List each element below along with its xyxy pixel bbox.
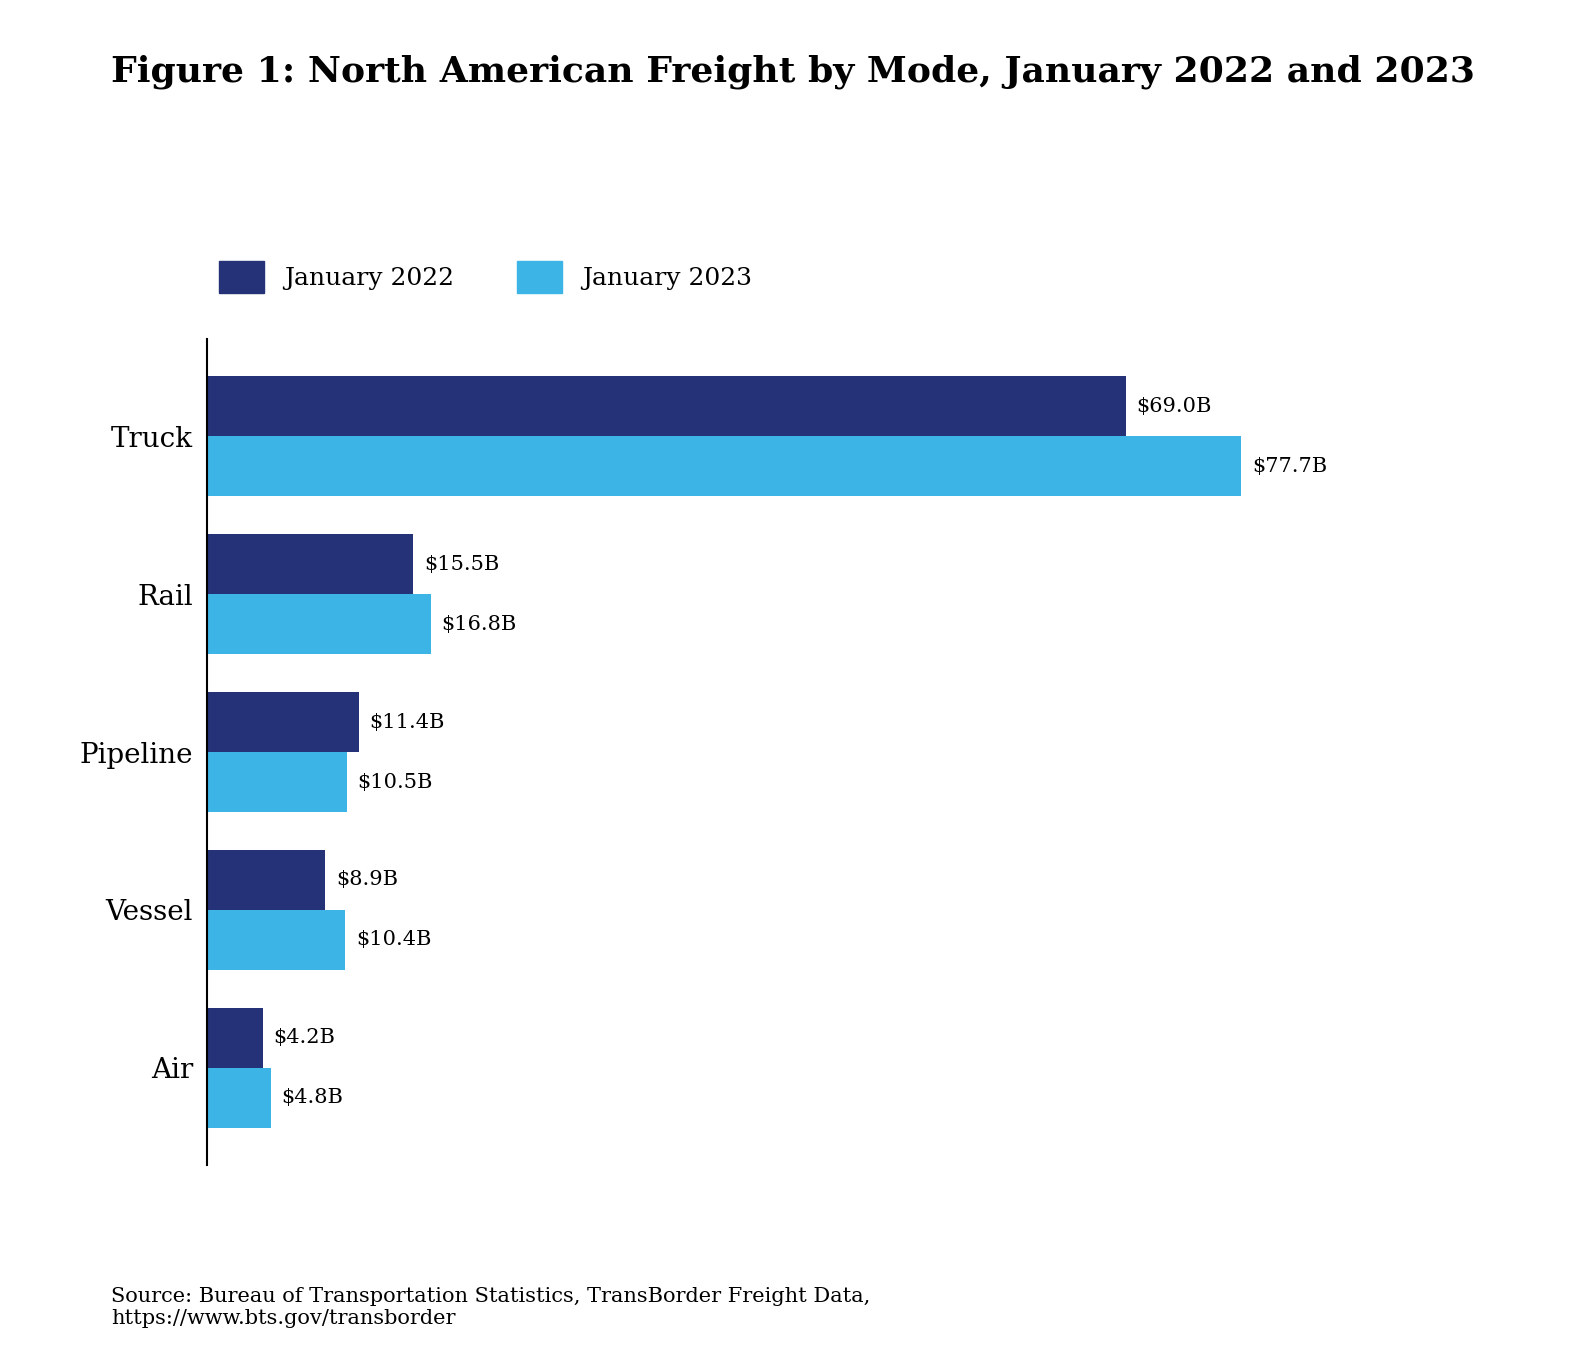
Bar xyxy=(207,436,1241,496)
Text: $10.4B: $10.4B xyxy=(356,931,431,950)
Bar xyxy=(207,1068,270,1127)
Text: $77.7B: $77.7B xyxy=(1252,457,1327,476)
Bar xyxy=(207,377,1126,436)
Text: $10.5B: $10.5B xyxy=(358,772,433,791)
Text: $4.2B: $4.2B xyxy=(274,1028,336,1047)
Text: $69.0B: $69.0B xyxy=(1136,397,1212,416)
Text: $4.8B: $4.8B xyxy=(282,1088,344,1107)
Text: Source: Bureau of Transportation Statistics, TransBorder Freight Data,
https://w: Source: Bureau of Transportation Statist… xyxy=(111,1287,870,1328)
Bar xyxy=(207,1008,263,1068)
Text: $8.9B: $8.9B xyxy=(336,870,398,889)
Bar xyxy=(207,534,414,593)
Bar xyxy=(207,593,431,654)
Bar xyxy=(207,752,347,812)
Text: $16.8B: $16.8B xyxy=(441,615,517,634)
Text: $11.4B: $11.4B xyxy=(369,713,444,732)
Bar xyxy=(207,911,345,970)
Text: $15.5B: $15.5B xyxy=(423,554,500,573)
Bar xyxy=(207,850,325,911)
Legend: January 2022, January 2023: January 2022, January 2023 xyxy=(220,262,753,293)
Text: Figure 1: North American Freight by Mode, January 2022 and 2023: Figure 1: North American Freight by Mode… xyxy=(111,54,1475,88)
Bar xyxy=(207,692,358,752)
